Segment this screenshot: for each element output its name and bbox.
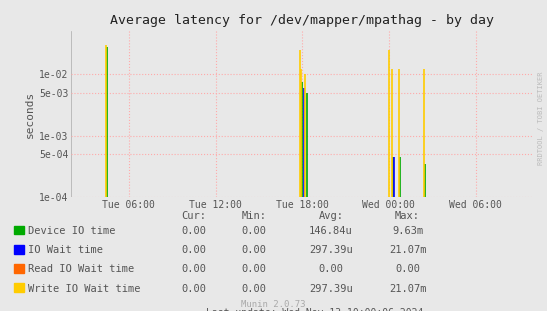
Text: 0.00: 0.00 xyxy=(242,264,267,274)
Text: 21.07m: 21.07m xyxy=(389,245,426,255)
Text: 9.63m: 9.63m xyxy=(392,226,423,236)
Title: Average latency for /dev/mapper/mpathag - by day: Average latency for /dev/mapper/mpathag … xyxy=(110,14,494,27)
Text: Min:: Min: xyxy=(242,211,267,221)
Text: 0.00: 0.00 xyxy=(242,245,267,255)
Text: Avg:: Avg: xyxy=(318,211,344,221)
Text: 0.00: 0.00 xyxy=(182,284,207,294)
Text: 0.00: 0.00 xyxy=(182,264,207,274)
Text: 0.00: 0.00 xyxy=(242,284,267,294)
Text: Device IO time: Device IO time xyxy=(28,226,116,236)
Text: Read IO Wait time: Read IO Wait time xyxy=(28,264,135,274)
Y-axis label: seconds: seconds xyxy=(25,91,35,138)
Text: 0.00: 0.00 xyxy=(395,264,420,274)
Text: IO Wait time: IO Wait time xyxy=(28,245,103,255)
Text: Cur:: Cur: xyxy=(182,211,207,221)
Text: 297.39u: 297.39u xyxy=(309,284,353,294)
Text: 146.84u: 146.84u xyxy=(309,226,353,236)
Text: 0.00: 0.00 xyxy=(242,226,267,236)
Text: Last update: Wed Nov 13 10:00:06 2024: Last update: Wed Nov 13 10:00:06 2024 xyxy=(206,308,423,311)
Text: 297.39u: 297.39u xyxy=(309,245,353,255)
Text: 0.00: 0.00 xyxy=(318,264,344,274)
Text: Max:: Max: xyxy=(395,211,420,221)
Text: 0.00: 0.00 xyxy=(182,226,207,236)
Text: 21.07m: 21.07m xyxy=(389,284,426,294)
Text: Munin 2.0.73: Munin 2.0.73 xyxy=(241,300,306,309)
Text: 0.00: 0.00 xyxy=(182,245,207,255)
Text: RRDTOOL / TOBI OETIKER: RRDTOOL / TOBI OETIKER xyxy=(538,72,544,165)
Text: Write IO Wait time: Write IO Wait time xyxy=(28,284,141,294)
